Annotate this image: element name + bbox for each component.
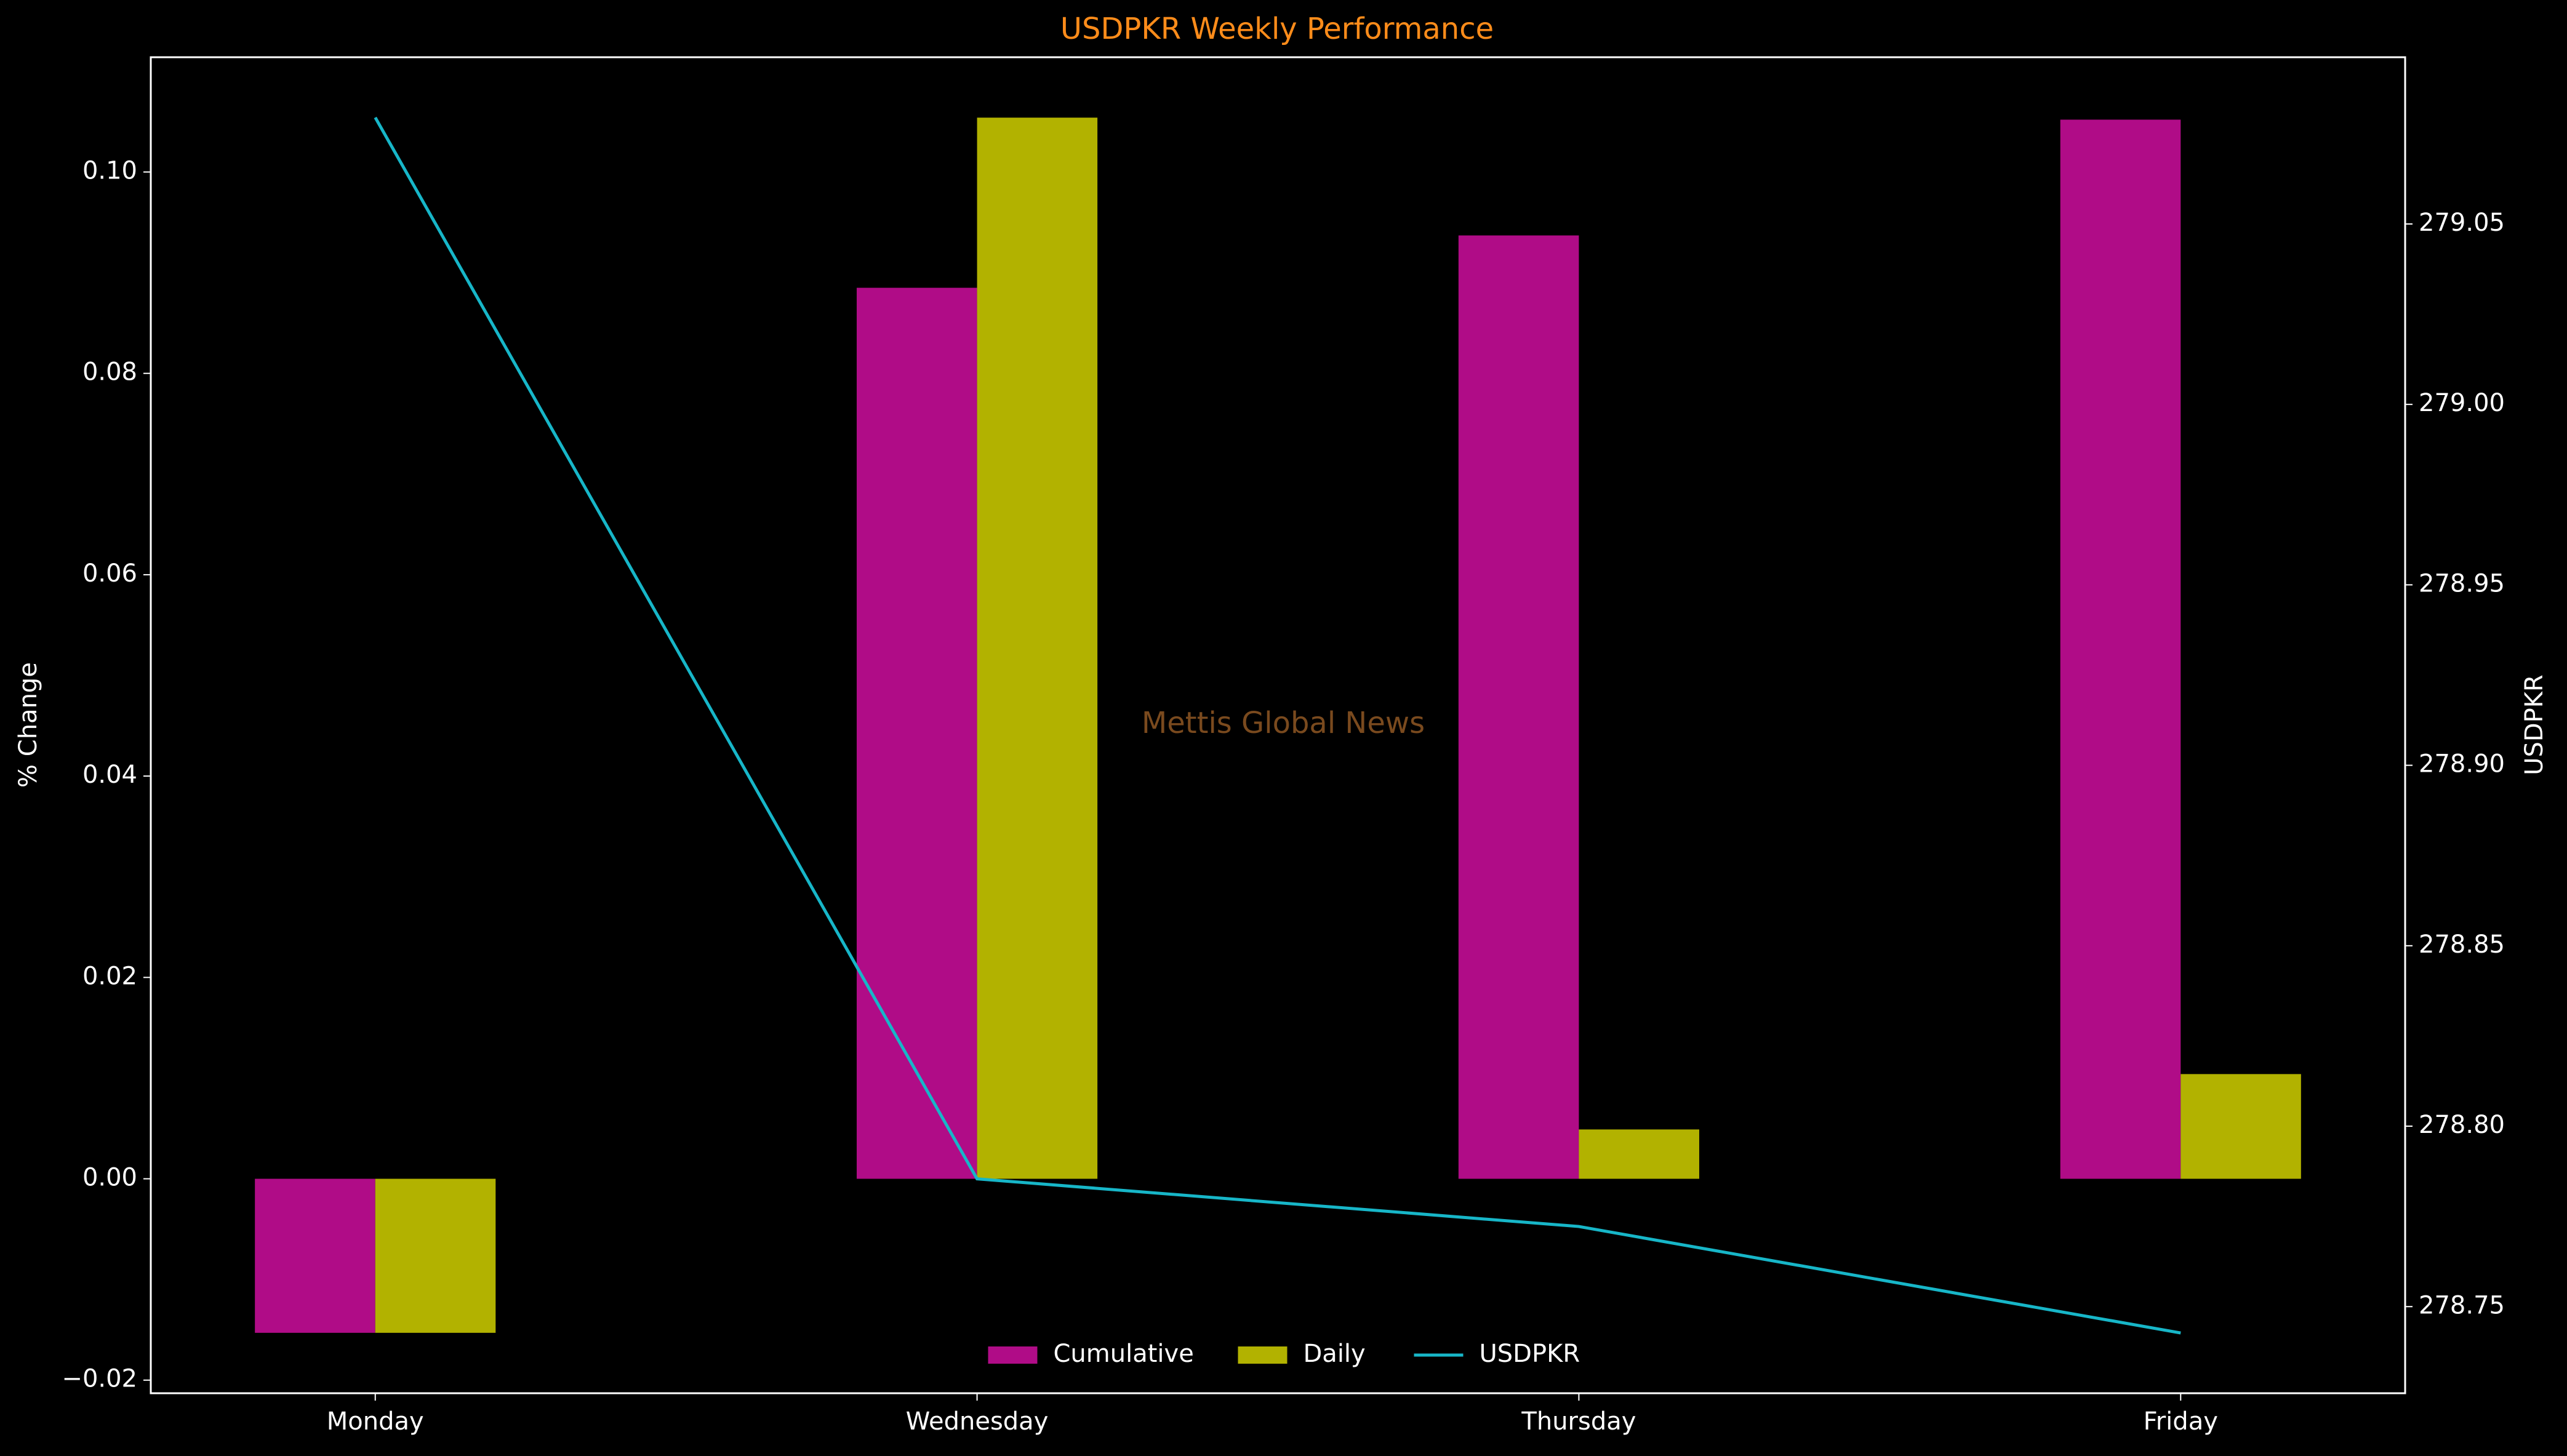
y-tick-label: 0.04 (82, 761, 137, 789)
y-tick-label: −0.02 (62, 1365, 137, 1393)
y2-tick-label: 279.05 (2419, 209, 2505, 237)
y2-tick-label: 279.00 (2419, 389, 2505, 417)
y-axis-label: % Change (14, 662, 42, 788)
plot-frame (150, 56, 2406, 1394)
y-tick-label: 0.06 (82, 559, 137, 588)
y-tick-label: 0.08 (82, 358, 137, 386)
watermark: Mettis Global News (1142, 706, 1425, 740)
legend-swatch (1238, 1346, 1288, 1364)
bar (2181, 1074, 2301, 1179)
y-tick-label: 0.02 (82, 962, 137, 990)
legend-label: USDPKR (1480, 1340, 1580, 1368)
bar (375, 1178, 496, 1333)
chart-title: USDPKR Weekly Performance (1060, 12, 1494, 46)
bar (255, 1178, 375, 1333)
x-tick-label: Thursday (1521, 1407, 1636, 1436)
y2-tick-label: 278.90 (2419, 750, 2505, 778)
bar (977, 118, 1098, 1179)
legend-label: Cumulative (1054, 1340, 1194, 1368)
y2-tick-label: 278.80 (2419, 1111, 2505, 1139)
y2-tick-label: 278.75 (2419, 1291, 2505, 1319)
y2-tick-label: 278.85 (2419, 930, 2505, 959)
legend-swatch (988, 1346, 1038, 1364)
bar (857, 287, 977, 1179)
y2-tick-label: 278.95 (2419, 569, 2505, 598)
x-tick-label: Monday (327, 1407, 424, 1436)
y2-axis-label: USDPKR (2520, 674, 2549, 775)
y-tick-label: 0.00 (82, 1164, 137, 1192)
bar (1458, 235, 1579, 1179)
x-tick-label: Wednesday (906, 1407, 1049, 1436)
legend-label: Daily (1304, 1340, 1366, 1368)
bar (1579, 1129, 1699, 1179)
x-tick-label: Friday (2144, 1407, 2218, 1436)
bar (2060, 119, 2181, 1179)
y-tick-label: 0.10 (82, 157, 137, 185)
line (374, 116, 2181, 1335)
